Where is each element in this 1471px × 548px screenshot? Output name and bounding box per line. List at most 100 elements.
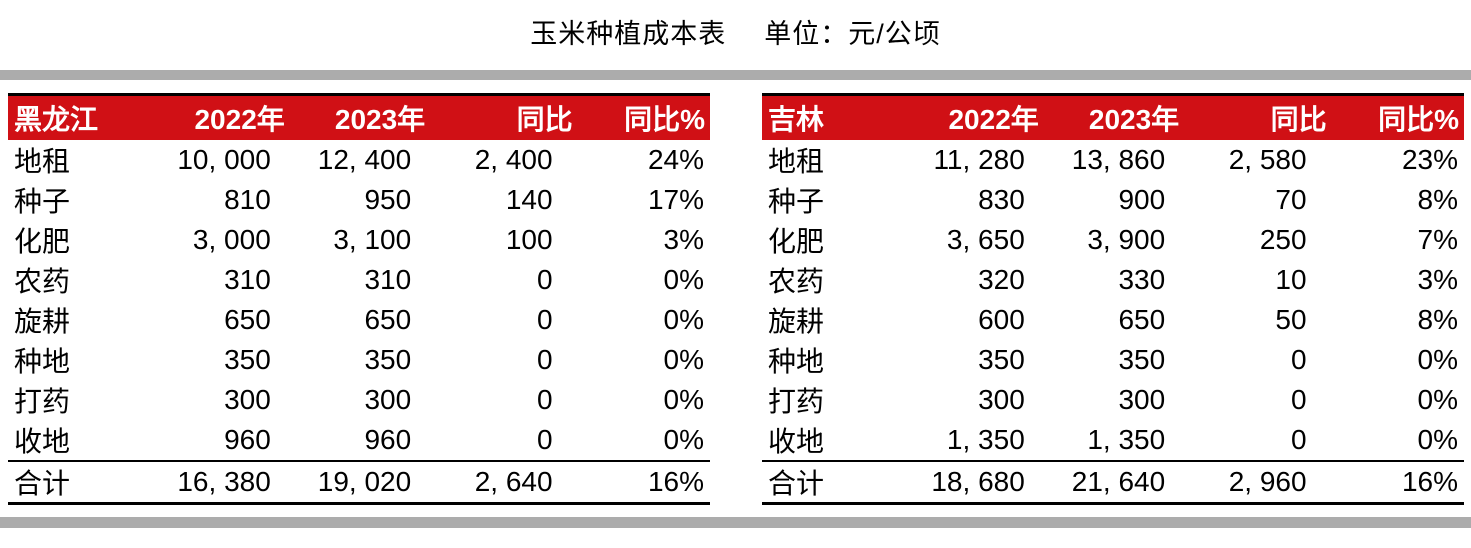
cell-2023: 3, 900 — [1087, 224, 1166, 255]
row-label: 收地 — [768, 426, 825, 457]
col-header-2022: 2022年 — [923, 94, 1043, 140]
cell-2023: 300 — [364, 384, 412, 415]
row-label: 种子 — [14, 186, 71, 217]
cell-yoy-pct: 3% — [663, 224, 704, 255]
cell-yoy: 50 — [1275, 304, 1307, 335]
table-row: 旋耕 650 650 0 0% — [8, 300, 710, 340]
table-header-row: 黑龙江 2022年 2023年 同比 同比% — [8, 94, 710, 140]
cell-yoy-pct: 0% — [663, 384, 704, 415]
cell-2022: 300 — [978, 384, 1025, 415]
cell-2023: 900 — [1118, 184, 1166, 215]
cell-yoy: 140 — [505, 184, 553, 215]
top-divider-bar — [0, 70, 1471, 80]
page-title: 玉米种植成本表 — [530, 19, 727, 49]
cell-2023: 19, 020 — [288, 460, 430, 505]
cell-yoy-pct: 8% — [1417, 184, 1458, 215]
cell-2022: 300 — [224, 384, 271, 415]
cell-yoy-pct: 3% — [1417, 264, 1458, 295]
table-row: 旋耕 600 650 50 8% — [762, 300, 1464, 340]
row-label: 收地 — [14, 426, 71, 457]
row-label: 地租 — [14, 146, 71, 177]
cell-yoy: 250 — [1259, 224, 1307, 255]
table-row: 种地 350 350 0 0% — [8, 340, 710, 380]
tables-container: 黑龙江 2022年 2023年 同比 同比% 地租 10, 000 12, 40… — [8, 93, 1464, 505]
table-row: 收地 1, 350 1, 350 0 0% — [762, 420, 1464, 461]
cell-yoy: 0 — [537, 384, 553, 415]
cell-yoy: 2, 640 — [429, 460, 577, 505]
table-row: 地租 10, 000 12, 400 2, 400 24% — [8, 140, 710, 180]
cell-yoy-pct: 0% — [663, 424, 704, 455]
row-label: 合计 — [762, 460, 924, 505]
row-label: 合计 — [8, 460, 170, 505]
cell-yoy-pct: 24% — [647, 144, 704, 175]
unit-label: 单位：元/公顷 — [764, 19, 941, 49]
cell-2022: 830 — [978, 184, 1025, 215]
cell-yoy: 0 — [1291, 424, 1307, 455]
table-row: 农药 310 310 0 0% — [8, 260, 710, 300]
cell-yoy: 0 — [537, 304, 553, 335]
cell-yoy-pct: 0% — [663, 264, 704, 295]
row-label: 化肥 — [768, 226, 825, 257]
cell-yoy-pct: 17% — [647, 184, 704, 215]
table-total-row: 合计 18, 680 21, 640 2, 960 16% — [762, 460, 1464, 505]
cell-2023: 3, 100 — [333, 224, 412, 255]
cell-yoy-pct: 0% — [663, 344, 704, 375]
cell-2022: 310 — [224, 264, 271, 295]
cell-2022: 350 — [224, 344, 271, 375]
cell-2022: 960 — [224, 424, 271, 455]
row-label: 打药 — [768, 386, 825, 417]
cell-2022: 3, 000 — [192, 224, 271, 255]
cell-yoy-pct: 0% — [1417, 424, 1458, 455]
cell-yoy: 70 — [1275, 184, 1307, 215]
cell-2022: 320 — [978, 264, 1025, 295]
cell-yoy: 0 — [537, 344, 553, 375]
col-header-yoy: 同比 — [1183, 94, 1331, 140]
cell-yoy-pct: 7% — [1417, 224, 1458, 255]
cell-2022: 10, 000 — [177, 144, 271, 175]
cell-yoy-pct: 0% — [1417, 344, 1458, 375]
cost-table-jilin: 吉林 2022年 2023年 同比 同比% 地租 11, 280 13, 860… — [762, 93, 1464, 505]
table-row: 地租 11, 280 13, 860 2, 580 23% — [762, 140, 1464, 180]
row-label: 地租 — [768, 146, 825, 177]
table-row: 种子 810 950 140 17% — [8, 180, 710, 220]
cell-2023: 300 — [1118, 384, 1166, 415]
cell-2023: 350 — [364, 344, 412, 375]
row-label: 种地 — [768, 346, 825, 377]
table-row: 化肥 3, 000 3, 100 100 3% — [8, 220, 710, 260]
table-row: 种子 830 900 70 8% — [762, 180, 1464, 220]
row-label: 农药 — [14, 266, 71, 297]
cell-2023: 650 — [364, 304, 412, 335]
bottom-divider-bar — [0, 517, 1471, 528]
col-header-2022: 2022年 — [169, 94, 289, 140]
cell-yoy-pct: 23% — [1401, 144, 1458, 175]
cost-table-heilongjiang: 黑龙江 2022年 2023年 同比 同比% 地租 10, 000 12, 40… — [8, 93, 710, 505]
table-row: 打药 300 300 0 0% — [8, 380, 710, 420]
cell-yoy-pct: 16% — [576, 460, 710, 505]
cell-2023: 960 — [364, 424, 412, 455]
cell-yoy: 10 — [1275, 264, 1307, 295]
cell-yoy: 0 — [537, 264, 553, 295]
cell-yoy-pct: 16% — [1330, 460, 1464, 505]
table-row: 种地 350 350 0 0% — [762, 340, 1464, 380]
cell-2023: 1, 350 — [1087, 424, 1166, 455]
table-row: 农药 320 330 10 3% — [762, 260, 1464, 300]
cell-2023: 330 — [1118, 264, 1166, 295]
cell-yoy: 0 — [1291, 344, 1307, 375]
cell-2023: 350 — [1118, 344, 1166, 375]
cell-yoy: 100 — [505, 224, 553, 255]
row-label: 打药 — [14, 386, 71, 417]
row-label: 种子 — [768, 186, 825, 217]
cell-yoy: 2, 580 — [1228, 144, 1307, 175]
cell-2022: 350 — [978, 344, 1025, 375]
cell-2022: 650 — [224, 304, 271, 335]
table-row: 收地 960 960 0 0% — [8, 420, 710, 461]
cell-2023: 950 — [364, 184, 412, 215]
cell-2022: 1, 350 — [946, 424, 1025, 455]
col-header-yoy: 同比 — [429, 94, 577, 140]
cell-2023: 310 — [364, 264, 412, 295]
cell-yoy-pct: 0% — [1417, 384, 1458, 415]
cell-2023: 650 — [1118, 304, 1166, 335]
table-header-row: 吉林 2022年 2023年 同比 同比% — [762, 94, 1464, 140]
table-total-row: 合计 16, 380 19, 020 2, 640 16% — [8, 460, 710, 505]
table-row: 化肥 3, 650 3, 900 250 7% — [762, 220, 1464, 260]
